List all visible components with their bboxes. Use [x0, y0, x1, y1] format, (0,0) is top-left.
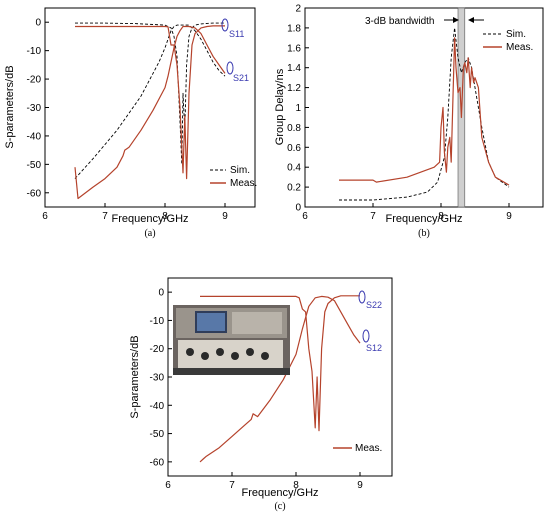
x-tick-label-b: 7	[370, 211, 376, 222]
y-tick-label-b: 0.8	[287, 123, 301, 134]
series-group-b	[339, 27, 510, 201]
y-tick-label-b: 0.6	[287, 143, 301, 154]
y-tick-label-c: -10	[150, 316, 165, 327]
y-tick-label-b: 1.8	[287, 23, 301, 34]
y-tick-label-c: 0	[158, 288, 164, 299]
annotation-s22-c: S22	[358, 290, 382, 310]
band-label-b: 3-dB bandwidth	[365, 16, 435, 27]
caption-a: (a)	[144, 228, 155, 239]
annotation-s21-label: S21	[233, 73, 249, 83]
x-tick-label-a: 7	[102, 211, 108, 222]
caption-b: (b)	[418, 228, 430, 239]
y-axis-label-b: Group Delay/ns	[274, 68, 286, 145]
annotation-s11-a: S11	[221, 18, 244, 39]
y-tick-label-a: -30	[27, 103, 42, 114]
x-tick-label-c: 8	[293, 480, 299, 491]
annotation-s21-a: S21	[226, 61, 249, 83]
y-tick-label-b: 1.2	[287, 83, 301, 94]
tick-group-c: 6 7 8 9 0 -10 -20 -30 -40 -50 -60	[150, 288, 364, 491]
y-tick-label-b: 1.6	[287, 43, 301, 54]
y-tick-label-a: -20	[27, 75, 42, 86]
y-tick-label-a: -60	[27, 188, 42, 199]
band-arrows-b	[444, 17, 484, 23]
y-axis-label-a: S-parameters/dB	[4, 65, 16, 148]
y-tick-label-b: 0.2	[287, 183, 301, 194]
y-tick-label-a: -40	[27, 131, 42, 142]
x-tick-label-a: 9	[222, 211, 228, 222]
x-tick-label-a: 8	[162, 211, 168, 222]
series-line-a-2	[74, 25, 226, 200]
annotation-s12-c: S12	[362, 329, 382, 353]
series-line-a-1	[75, 22, 225, 165]
legend-a: Sim. Meas.	[210, 165, 257, 189]
y-tick-label-b: 0	[295, 203, 301, 214]
series-line-c-1	[200, 295, 360, 432]
x-tick-label-c: 6	[165, 480, 171, 491]
inset-photo-vna	[173, 305, 290, 375]
x-axis-label-b: Frequency/GHz	[385, 213, 462, 225]
y-tick-label-c: -30	[150, 373, 165, 384]
series-line-a-0	[74, 24, 226, 179]
tick-group-a: 6 7 8 9 0 -10 -20 -30 -40 -50 -60	[27, 18, 229, 222]
y-tick-label-b: 0.4	[287, 163, 301, 174]
panel-a: 6 7 8 9 0 -10 -20 -30 -40 -50 -60 Frequency/GHz S-…	[4, 7, 257, 239]
y-tick-label-c: -20	[150, 344, 165, 355]
legend-label-meas-b: Meas.	[506, 42, 533, 53]
series-line-a-3	[75, 25, 225, 180]
y-tick-label-c: -50	[150, 429, 165, 440]
y-tick-label-a: 0	[35, 18, 41, 29]
series-line-b-1	[339, 37, 510, 186]
annotation-s11-label: S11	[229, 29, 244, 39]
x-axis-label-a: Frequency/GHz	[111, 213, 188, 225]
series-group-a	[74, 22, 226, 200]
x-tick-label-b: 8	[438, 211, 444, 222]
legend-label-sim-b: Sim.	[506, 29, 526, 40]
x-tick-label-c: 7	[229, 480, 235, 491]
x-tick-label-b: 9	[506, 211, 512, 222]
legend-b: Sim. Meas.	[483, 29, 533, 53]
legend-label-meas-c: Meas.	[355, 443, 382, 454]
y-tick-label-c: -60	[150, 457, 165, 468]
caption-c: (c)	[274, 501, 285, 512]
y-tick-label-b: 1	[295, 103, 301, 114]
y-tick-label-a: -50	[27, 160, 42, 171]
legend-label-sim-a: Sim.	[230, 165, 250, 176]
x-tick-label-a: 6	[42, 211, 48, 222]
series-line-b-0	[339, 27, 510, 201]
legend-c: Meas.	[333, 443, 382, 454]
y-axis-label-c: S-parameters/dB	[129, 335, 141, 418]
y-tick-label-b: 1.4	[287, 63, 301, 74]
x-tick-label-c: 9	[357, 480, 363, 491]
panel-b: 6 7 8 9 0 0.2 0.4 0.6 0.8 1 1.2 1.4 1.6 1.8 2 Frequenc…	[274, 4, 544, 239]
y-tick-label-c: -40	[150, 401, 165, 412]
y-tick-label-a: -10	[27, 46, 42, 57]
legend-label-meas-a: Meas.	[230, 178, 257, 189]
x-tick-label-b: 6	[302, 211, 308, 222]
tick-group-b: 6 7 8 9 0 0.2 0.4 0.6 0.8 1 1.2 1.4 1.6 1.8 2	[287, 4, 512, 223]
x-axis-label-c: Frequency/GHz	[241, 487, 318, 499]
panel-c: 6 7 8 9 0 -10 -20 -30 -40 -50 -60 Frequency/GHz S-…	[129, 277, 393, 512]
annotation-s12-label: S12	[366, 343, 382, 353]
y-tick-label-b: 2	[295, 4, 301, 15]
annotation-s22-label: S22	[366, 300, 382, 310]
